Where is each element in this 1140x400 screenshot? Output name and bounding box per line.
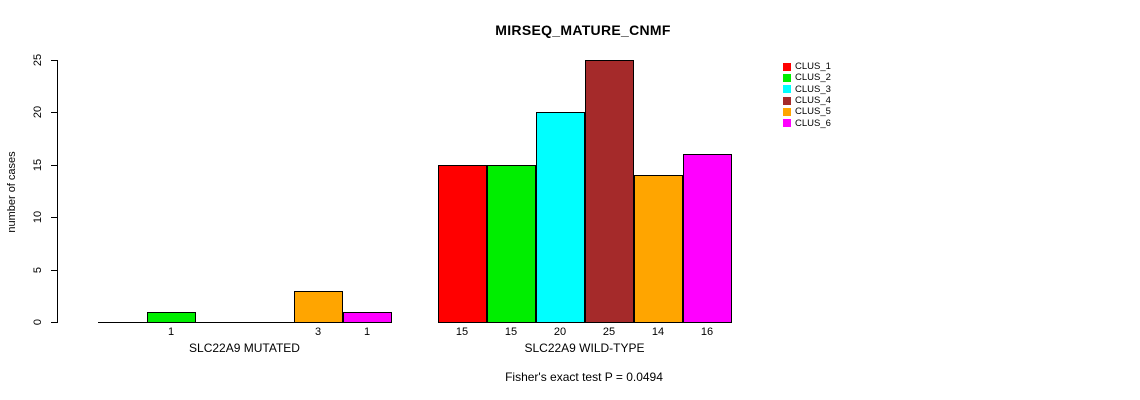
y-tick: [51, 322, 57, 323]
bar-clus_6-group2: [682, 154, 732, 323]
legend-swatch-icon: [783, 96, 791, 105]
bar-value-label: 3: [314, 326, 322, 338]
y-tick-label: 25: [32, 53, 44, 67]
legend-label: CLUS_2: [795, 72, 831, 84]
bar-value-label: 14: [651, 326, 665, 338]
group-baseline: [97, 322, 392, 323]
y-tick: [51, 269, 57, 271]
bar-value-label: 16: [700, 326, 714, 338]
y-tick-label: 15: [32, 158, 44, 171]
bar-clus_5-group2: [633, 175, 683, 323]
y-tick: [51, 217, 57, 219]
chart-title: MIRSEQ_MATURE_CNMF: [495, 22, 671, 38]
y-tick: [51, 112, 57, 114]
bar-value-label: 25: [602, 326, 616, 338]
legend-item-clus_2: CLUS_2: [783, 72, 831, 83]
legend-item-clus_1: CLUS_1: [783, 61, 831, 72]
y-tick-label: 10: [32, 211, 44, 224]
legend-item-clus_4: CLUS_4: [783, 95, 831, 106]
bar-value-label: 15: [504, 326, 518, 338]
bar-value-label: 15: [455, 326, 469, 338]
legend-label: CLUS_1: [795, 61, 831, 73]
legend-label: CLUS_5: [795, 106, 831, 118]
bar-value-label: 1: [363, 326, 371, 338]
legend-label: CLUS_4: [795, 95, 831, 107]
bar-clus_3-group2: [535, 112, 585, 323]
group-label: SLC22A9 WILD-TYPE: [524, 341, 645, 355]
legend-label: CLUS_3: [795, 83, 831, 95]
y-tick: [51, 164, 57, 166]
bar-clus_2-group1: [146, 311, 196, 323]
legend-swatch-icon: [783, 73, 791, 82]
legend: CLUS_1 CLUS_2 CLUS_3 CLUS_4 CLUS_5 CLUS_6: [783, 61, 831, 129]
bar-value-label: 1: [167, 326, 175, 338]
legend-item-clus_6: CLUS_6: [783, 117, 831, 129]
legend-label: CLUS_6: [795, 117, 831, 129]
y-tick-label: 0: [32, 318, 44, 326]
bar-clus_5-group1: [293, 290, 343, 323]
bar-clus_1-group2: [437, 164, 487, 323]
legend-swatch-icon: [783, 62, 791, 71]
bar-clus_6-group1: [342, 311, 392, 323]
fisher-test-annotation: Fisher's exact test P = 0.0494: [505, 370, 663, 384]
group-label: SLC22A9 MUTATED: [189, 341, 300, 355]
legend-swatch-icon: [783, 107, 791, 116]
y-tick: [51, 60, 57, 61]
bar-value-label: 20: [553, 326, 567, 338]
legend-swatch-icon: [783, 85, 791, 94]
legend-swatch-icon: [783, 119, 791, 128]
bar-clus_4-group2: [584, 60, 634, 323]
y-tick-label: 5: [32, 266, 44, 273]
legend-item-clus_3: CLUS_3: [783, 84, 831, 95]
y-axis-line: [57, 60, 58, 323]
bar-clus_2-group2: [486, 164, 536, 323]
y-tick-label: 20: [32, 106, 44, 119]
legend-item-clus_5: CLUS_5: [783, 106, 831, 117]
